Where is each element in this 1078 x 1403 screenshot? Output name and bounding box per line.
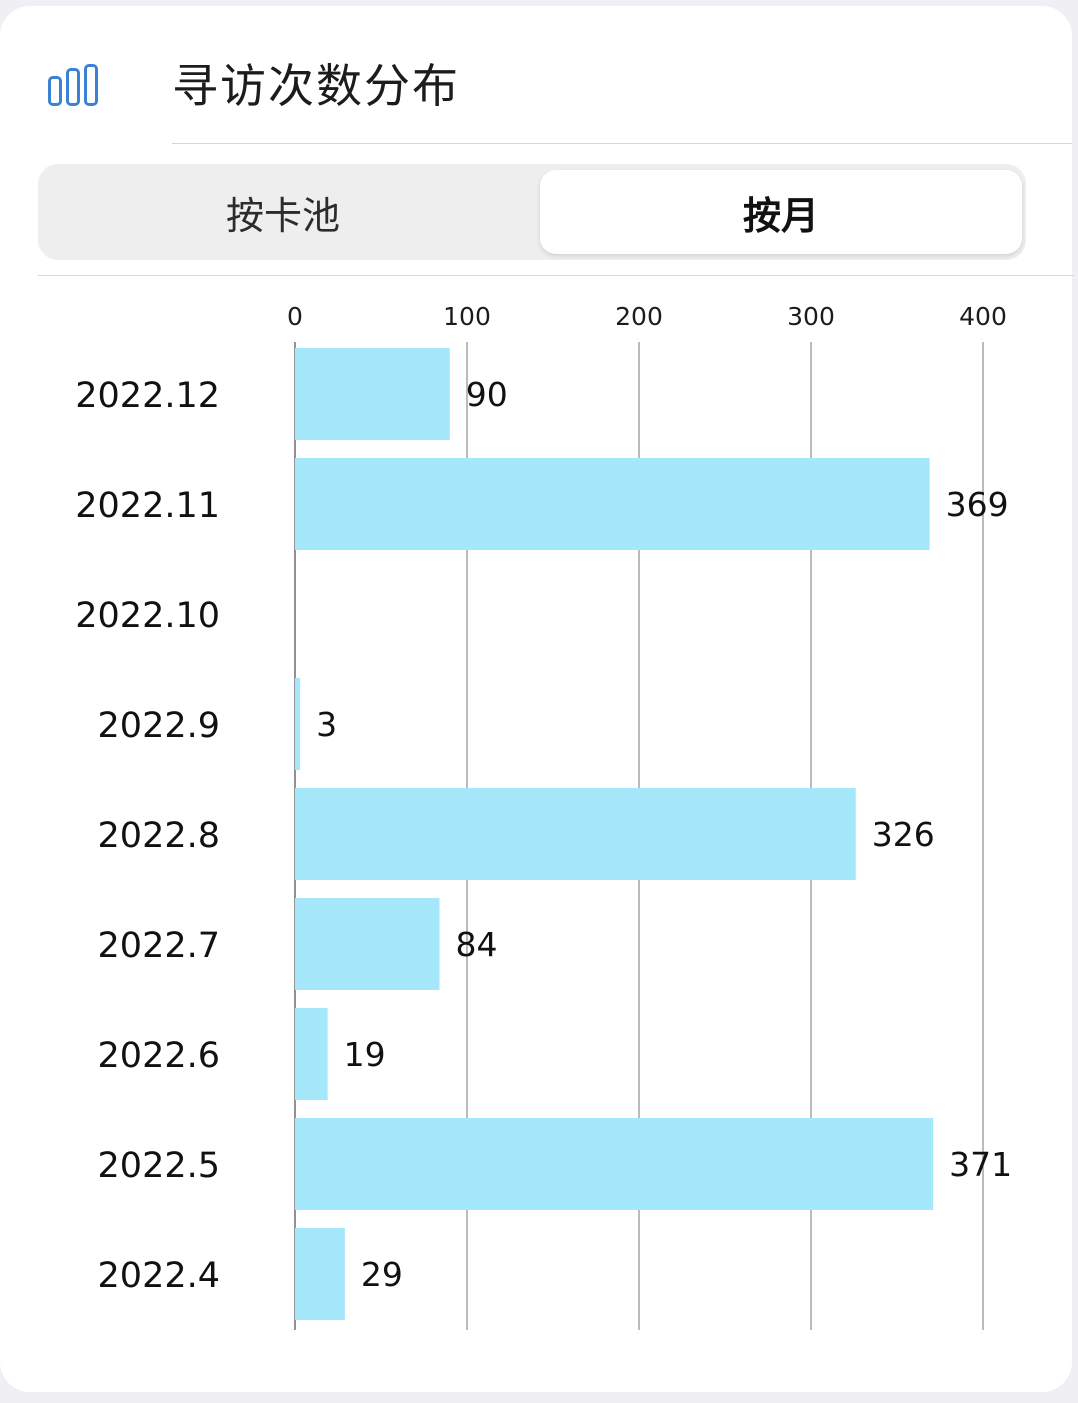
header-divider bbox=[172, 143, 1072, 144]
x-tick-label: 200 bbox=[615, 302, 663, 331]
bar-2022.7 bbox=[295, 898, 440, 990]
value-label: 19 bbox=[344, 1035, 386, 1074]
value-label: 3 bbox=[316, 705, 337, 744]
x-tick-label: 100 bbox=[443, 302, 491, 331]
monthly-pull-bar-chart: 0 100 200 300 400 2022.12 90 2022.11 369 2022.10 2… bbox=[75, 302, 1012, 1330]
category-label: 2022.4 bbox=[98, 1256, 220, 1296]
value-label: 90 bbox=[466, 375, 508, 414]
bar-chart-icon bbox=[48, 60, 114, 106]
view-mode-segmented-control: 按卡池 按月 bbox=[38, 164, 1026, 260]
category-label: 2022.5 bbox=[98, 1146, 220, 1186]
x-tick-label: 0 bbox=[287, 302, 303, 331]
x-tick-label: 300 bbox=[787, 302, 835, 331]
bar-2022.9 bbox=[295, 678, 301, 770]
category-label: 2022.8 bbox=[98, 816, 220, 856]
category-label: 2022.12 bbox=[75, 376, 220, 416]
value-label: 84 bbox=[455, 925, 497, 964]
category-label: 2022.9 bbox=[98, 706, 220, 746]
category-label: 2022.7 bbox=[98, 926, 220, 966]
bar-2022.8 bbox=[295, 788, 856, 880]
bar-2022.12 bbox=[295, 348, 450, 440]
x-tick-label: 400 bbox=[959, 302, 1007, 331]
value-label: 29 bbox=[361, 1255, 403, 1294]
bar-2022.4 bbox=[295, 1228, 345, 1320]
category-label: 2022.11 bbox=[75, 486, 220, 526]
category-label: 2022.6 bbox=[98, 1036, 220, 1076]
bar-2022.11 bbox=[295, 458, 930, 550]
value-label: 326 bbox=[872, 815, 935, 854]
bar-2022.5 bbox=[295, 1118, 934, 1210]
value-label: 369 bbox=[946, 485, 1009, 524]
chart-divider bbox=[38, 275, 1074, 276]
tab-by-pool[interactable]: 按卡池 bbox=[225, 193, 340, 238]
page-title: 寻访次数分布 bbox=[172, 59, 460, 113]
bar-2022.6 bbox=[295, 1008, 328, 1100]
value-label: 371 bbox=[949, 1145, 1012, 1184]
tab-by-month[interactable]: 按月 bbox=[540, 170, 1022, 254]
category-label: 2022.10 bbox=[75, 596, 220, 636]
